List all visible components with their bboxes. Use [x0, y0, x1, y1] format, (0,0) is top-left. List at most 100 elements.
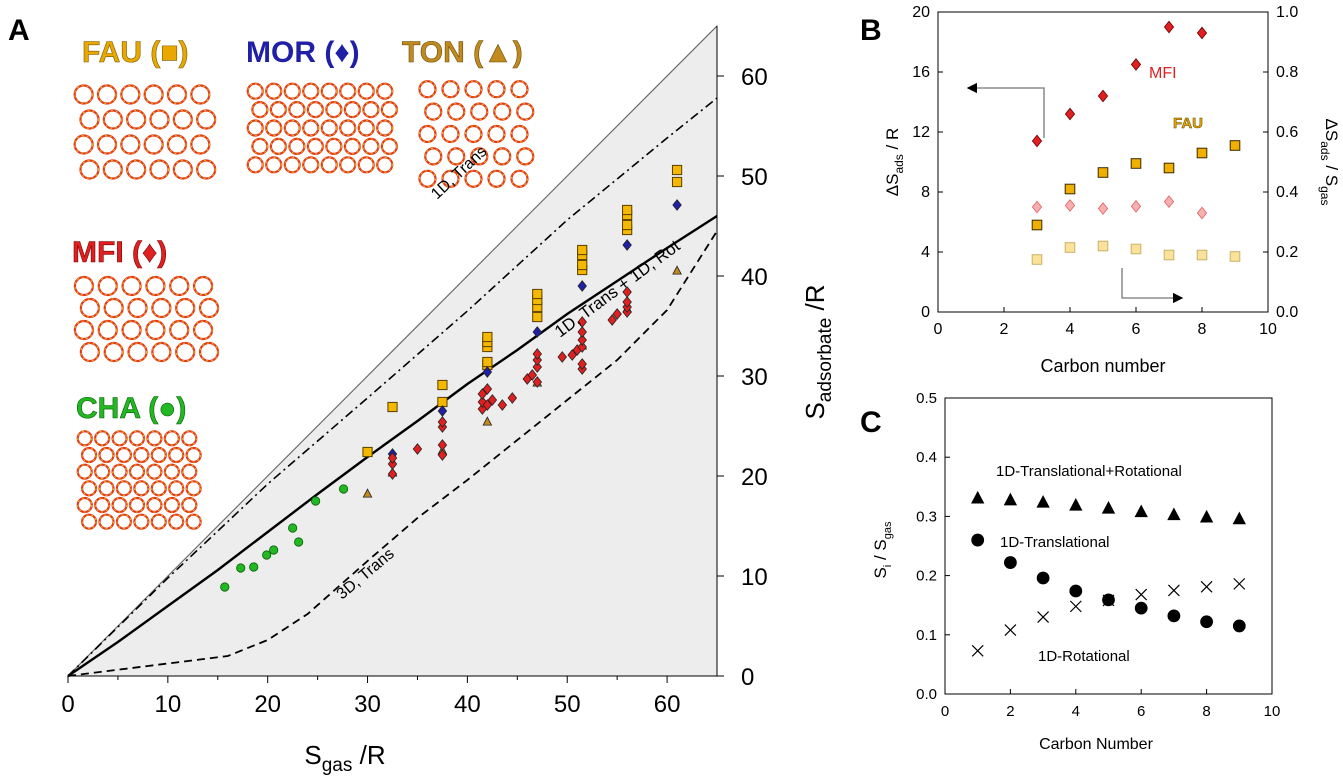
framework-ring-silicon: [122, 276, 142, 296]
data-point-fau-right: [1031, 254, 1043, 265]
framework-ring-silicon: [419, 80, 436, 98]
data-point-mfi-left: [1196, 26, 1208, 40]
framework-ring-silicon: [94, 497, 110, 513]
framework-ring-silicon: [74, 85, 94, 104]
data-point-mfi-left: [1097, 89, 1109, 103]
data-point-cross: [1233, 577, 1246, 590]
data-point-fau-right: [1229, 251, 1241, 262]
mfi-framework-image: [73, 275, 220, 363]
panel-a-xlabel: Sgas /R: [304, 740, 385, 776]
framework-ring-silicon: [151, 480, 167, 496]
framework-ring-silicon: [284, 83, 301, 100]
framework-ring-silicon: [488, 125, 505, 143]
framework-ring-silicon: [424, 147, 442, 165]
framework-ring-silicon: [470, 103, 488, 121]
framework-ring-silicon: [321, 156, 338, 173]
framework-ring-silicon: [199, 298, 219, 318]
panel-c-letter: C: [860, 406, 882, 439]
data-point-cha: [236, 563, 246, 573]
framework-ring-silicon: [151, 514, 167, 530]
framework-ring-silicon: [288, 101, 305, 118]
framework-ring-silicon: [164, 497, 180, 513]
framework-ring-silicon: [146, 430, 162, 446]
framework-ring-silicon: [99, 514, 114, 530]
framework-ring-silicon: [181, 464, 197, 480]
framework-ring-silicon: [169, 320, 189, 340]
framework-ring-silicon: [80, 342, 100, 362]
data-point-mfi-right: [1031, 200, 1043, 214]
panel-a-x-tick-label: 30: [354, 691, 381, 718]
panel-a-y-tick-label: 10: [741, 564, 768, 591]
framework-ring-silicon: [74, 135, 94, 154]
framework-ring-silicon: [80, 160, 99, 179]
arrow-to-right-axis: [1121, 268, 1184, 304]
framework-ring-silicon: [465, 80, 482, 98]
framework-ring-silicon: [81, 447, 97, 463]
panel-c-y-tick-label: 0.4: [916, 449, 937, 466]
panel-c-x-tick-label: 10: [1264, 703, 1281, 720]
panel-b-x-tick-label: 2: [1000, 321, 1009, 338]
data-point-mfi: [577, 341, 587, 353]
framework-ring-silicon: [81, 480, 97, 496]
framework-ring-silicon: [128, 342, 148, 362]
legend-label-1d-trans: 1D-Translational: [1000, 534, 1110, 551]
framework-ring-silicon: [442, 125, 459, 143]
data-point-mfi: [567, 349, 577, 361]
panel-a-x-tick-label: 50: [554, 691, 581, 718]
data-point-mfi-left: [1064, 107, 1076, 121]
data-point-triangle: [1036, 495, 1050, 508]
framework-ring-silicon: [104, 298, 124, 318]
data-point-cross: [1037, 611, 1050, 623]
panel-a-x-tick-label: 40: [454, 691, 481, 718]
data-point-mfi: [437, 416, 448, 428]
framework-ring-silicon: [493, 103, 511, 121]
data-point-mfi: [612, 308, 622, 320]
data-point-fau: [671, 176, 683, 188]
panel-b-annotation-mfi: MFI: [1149, 65, 1177, 82]
panel-b-right-tick-label: 0.4: [1276, 184, 1298, 201]
data-point-mfi: [532, 361, 542, 373]
data-point-fau-left: [1229, 140, 1241, 151]
data-point-ton: [362, 488, 373, 498]
zeolite-label-mor: MOR (♦): [246, 36, 360, 69]
framework-ring-silicon: [265, 156, 282, 173]
data-point-mfi-right: [1064, 199, 1076, 212]
panel-c-x-tick-label: 6: [1137, 703, 1145, 720]
data-point-mfi: [577, 334, 587, 346]
framework-ring-silicon: [511, 125, 528, 143]
framework-ring-silicon: [284, 120, 301, 136]
framework-ring-silicon: [173, 160, 193, 179]
framework-ring-silicon: [339, 156, 356, 173]
data-point-triangle: [1069, 497, 1083, 511]
data-point-cha: [269, 545, 279, 555]
framework-ring-silicon: [362, 101, 379, 118]
framework-ring-silicon: [511, 80, 528, 98]
framework-ring-silicon: [284, 156, 301, 173]
framework-ring-silicon: [307, 101, 324, 118]
framework-ring-silicon: [265, 83, 282, 100]
framework-ring-silicon: [358, 156, 375, 173]
framework-ring-silicon: [302, 83, 319, 100]
framework-ring-silicon: [168, 480, 184, 496]
framework-ring-silicon: [381, 101, 398, 118]
framework-ring-silicon: [470, 147, 488, 165]
framework-ring-silicon: [103, 110, 123, 129]
panel-a-y-tick-label: 40: [741, 264, 768, 291]
framework-ring-silicon: [270, 101, 287, 118]
framework-ring-silicon: [98, 320, 118, 340]
data-point-circle: [1134, 601, 1148, 615]
data-point-mfi: [507, 392, 518, 404]
data-point-triangle: [1134, 504, 1148, 518]
data-point-mfi: [622, 296, 632, 308]
framework-ring-silicon: [97, 135, 117, 154]
framework-ring-silicon: [77, 497, 93, 513]
framework-ring-silicon: [247, 120, 264, 136]
framework-ring-silicon: [376, 156, 393, 173]
panel-b-left-tick-label: 20: [912, 4, 930, 21]
panel-b-annotation-fau: FAU: [1173, 115, 1203, 132]
data-point-mfi: [482, 383, 493, 395]
data-point-mfi: [532, 348, 542, 360]
framework-ring-silicon: [424, 103, 442, 121]
framework-ring-silicon: [80, 110, 99, 129]
framework-ring-silicon: [146, 464, 162, 480]
